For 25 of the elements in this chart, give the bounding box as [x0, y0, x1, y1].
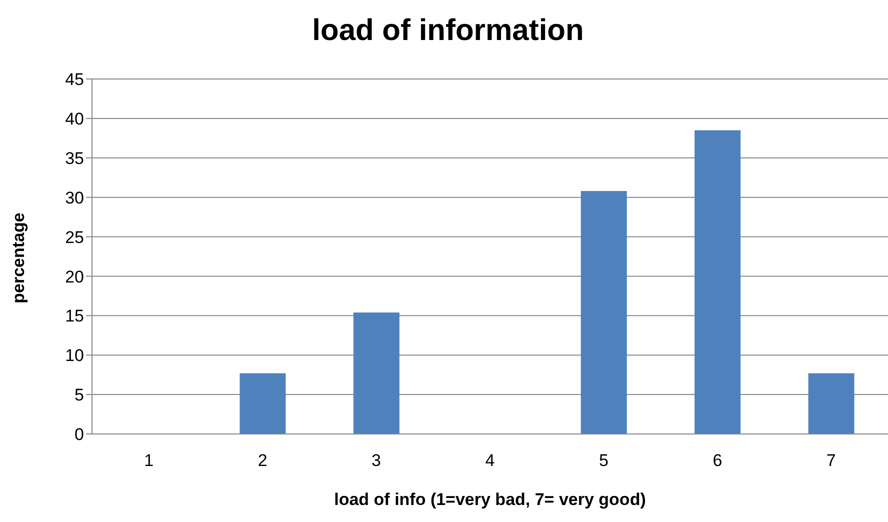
- x-tick-label: 7: [826, 451, 836, 470]
- y-tick-label: 15: [65, 306, 84, 326]
- bar: [353, 312, 400, 434]
- x-tick-label: 1: [144, 451, 154, 470]
- y-tick-label: 30: [65, 188, 84, 208]
- chart-title: load of information: [311, 14, 585, 48]
- bar: [808, 373, 854, 434]
- x-tick-label: 5: [598, 451, 608, 470]
- x-tick-label: 6: [712, 451, 722, 470]
- x-axis-title: load of info (1=very bad, 7= very good): [333, 490, 647, 510]
- x-tick-label: 3: [372, 451, 382, 470]
- y-tick-label: 45: [65, 70, 84, 90]
- x-tick-label: 4: [485, 451, 495, 470]
- y-tick-label: 35: [65, 148, 84, 168]
- y-tick-label: 25: [65, 228, 84, 247]
- bar: [694, 130, 741, 434]
- y-tick-label: 10: [65, 346, 84, 366]
- x-tick-label: 2: [258, 451, 268, 470]
- bar: [580, 191, 627, 434]
- y-axis-title: percentage: [9, 212, 29, 306]
- bar: [240, 373, 286, 434]
- y-tick-label: 5: [74, 386, 84, 405]
- y-tick-label: 0: [74, 425, 84, 444]
- y-tick-label: 20: [65, 267, 84, 286]
- y-tick-label: 40: [65, 109, 84, 128]
